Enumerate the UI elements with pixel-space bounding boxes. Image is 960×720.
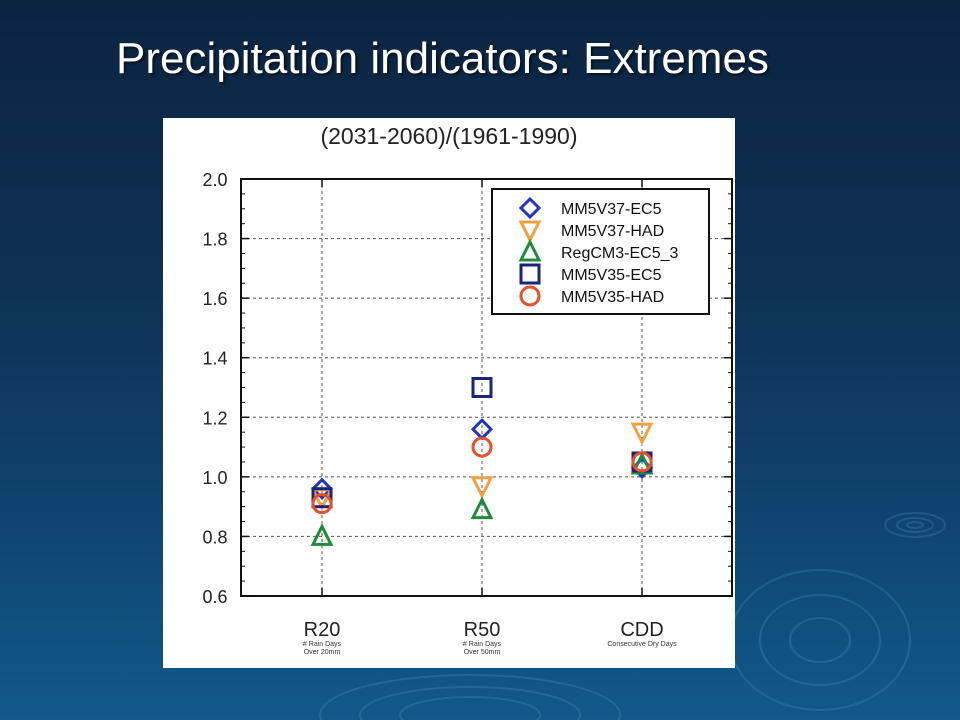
x-category-label: CDD bbox=[620, 619, 663, 641]
y-tick-label: 1.0 bbox=[202, 468, 227, 488]
legend-marker bbox=[519, 285, 541, 307]
legend-label: MM5V35-EC5 bbox=[561, 267, 662, 284]
data-point bbox=[311, 493, 333, 515]
chart: (2031-2060)/(1961-1990) 0.6 0.8 1.0 1.2 1.4 1.… bbox=[202, 123, 733, 656]
y-tick-label: 1.2 bbox=[202, 408, 227, 428]
data-point bbox=[471, 436, 493, 458]
x-category-sublabel: # Rain Days bbox=[463, 641, 502, 648]
data-point bbox=[310, 477, 334, 500]
data-point bbox=[470, 496, 494, 520]
legend-marker bbox=[519, 263, 541, 285]
y-tick-label: 2.0 bbox=[202, 170, 227, 190]
data-point bbox=[310, 523, 334, 546]
data-point bbox=[630, 451, 654, 475]
legend-marker bbox=[518, 196, 542, 220]
chart-title: (2031-2060)/(1961-1990) bbox=[320, 123, 577, 149]
y-tick-label: 1.8 bbox=[202, 230, 227, 250]
y-tick-label: 1.4 bbox=[202, 349, 227, 369]
legend-label: MM5V35-HAD bbox=[561, 289, 664, 306]
legend-marker bbox=[518, 220, 542, 244]
data-point bbox=[311, 487, 333, 509]
legend-label: RegCM3-EC5_3 bbox=[561, 245, 678, 262]
y-tick-label: 0.6 bbox=[202, 587, 227, 607]
legend-label: MM5V37-HAD bbox=[561, 223, 664, 240]
x-category-label: R50 bbox=[464, 619, 501, 641]
y-tick-label: 0.8 bbox=[202, 527, 227, 547]
data-point bbox=[631, 451, 653, 473]
data-point bbox=[470, 418, 494, 441]
x-category-sublabel: # Rain Days bbox=[303, 641, 342, 648]
y-tick-label: 1.6 bbox=[202, 289, 227, 309]
slide-title: Precipitation indicators: Extremes bbox=[116, 34, 769, 83]
legend-box bbox=[491, 188, 710, 315]
x-category-sublabel: Over 20mm bbox=[304, 649, 341, 656]
x-category-sublabel: Over 50mm bbox=[464, 649, 501, 656]
legend-marker bbox=[518, 238, 542, 262]
data-point bbox=[470, 476, 494, 500]
chart-panel: (2031-2060)/(1961-1990) 0.6 0.8 1.0 1.2 1.4 1.… bbox=[163, 118, 735, 668]
x-category-label: R20 bbox=[304, 619, 341, 641]
data-point bbox=[471, 377, 493, 398]
legend-label: MM5V37-EC5 bbox=[561, 201, 662, 218]
data-point bbox=[630, 422, 654, 446]
x-category-sublabel: Consecutive Dry Days bbox=[607, 641, 677, 648]
